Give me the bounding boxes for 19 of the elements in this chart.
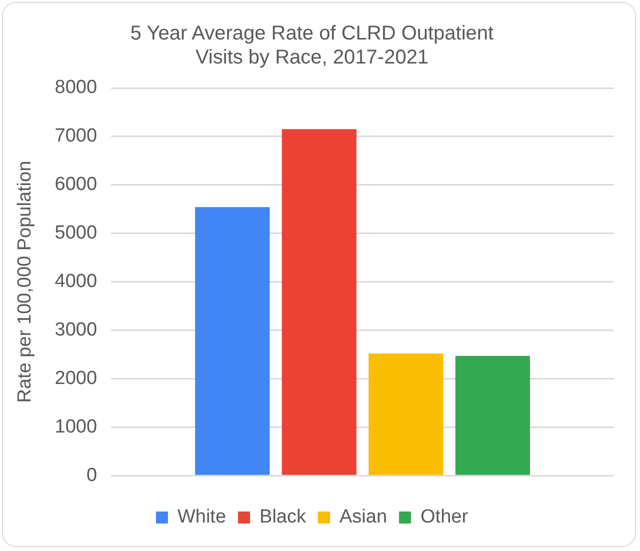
bar: [282, 129, 356, 475]
bar: [195, 207, 270, 475]
y-tick-label: 5000: [54, 222, 98, 244]
y-tick-label: 1000: [54, 416, 98, 438]
y-tick-label: 7000: [54, 126, 98, 147]
legend-label: Black: [260, 506, 306, 528]
y-tick-label: 4000: [54, 271, 98, 292]
y-tick-label: 3000: [54, 319, 98, 340]
y-tick-label: 8000: [54, 77, 98, 98]
y-tick-label: 6000: [54, 174, 98, 196]
legend-label: Other: [420, 506, 469, 528]
y-tick-label: 2000: [54, 368, 98, 389]
legend-label: Asian: [339, 506, 388, 528]
bar: [455, 356, 530, 475]
bar: [368, 354, 444, 475]
y-axis-title: Rate per 100,000 Population: [14, 160, 36, 403]
chart-title: 5 Year Average Rate of CLRD Outpatient Visits by Race, 2017-2021: [130, 22, 494, 69]
y-tick-label: 0: [86, 464, 98, 486]
legend-label: White: [177, 506, 226, 528]
